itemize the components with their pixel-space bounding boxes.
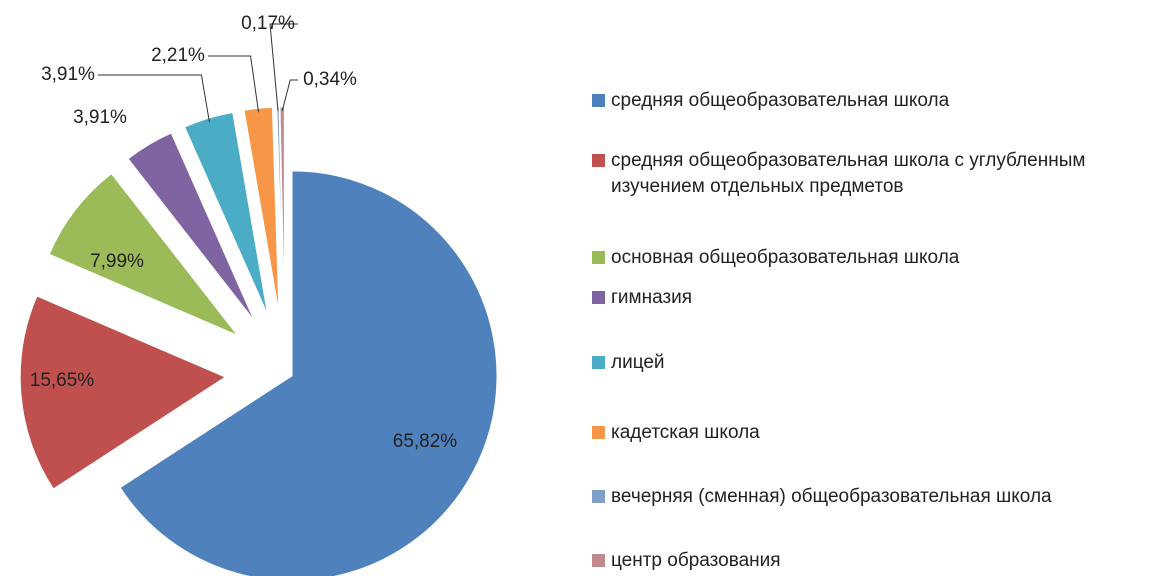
data-label: 3,91% [41,64,95,85]
legend-swatch [592,291,605,304]
legend-item: центр образования [592,548,1158,574]
legend-item: лицей [592,350,1158,376]
leader-line [281,79,298,112]
data-label: 3,91% [73,107,127,128]
legend-swatch [592,94,605,107]
legend-label: лицей [611,352,665,373]
pie-slice [119,170,498,576]
legend-item: вечерняя (сменная) общеобразовательная ш… [592,484,1158,510]
data-label: 2,21% [151,45,205,66]
legend-item: средняя общеобразовательная школа с углу… [592,148,1158,200]
legend-label: вечерняя (сменная) общеобразовательная ш… [611,486,1052,507]
legend-label: центр образования [611,550,781,571]
pie-slice [48,172,238,336]
pie-slice [19,295,227,490]
data-label: 7,99% [90,251,144,272]
legend-label: средняя общеобразовательная школа с углу… [611,150,1086,197]
legend-label: основная общеобразовательная школа [611,247,960,268]
legend-label: средняя общеобразовательная школа [611,90,950,111]
data-label: 15,65% [30,370,95,391]
legend-swatch [592,356,605,369]
legend-swatch [592,426,605,439]
legend-label: кадетская школа [611,422,760,443]
legend-swatch [592,490,605,503]
legend-item: средняя общеобразовательная школа [592,88,1158,114]
leader-line [269,23,298,112]
leader-line [98,74,210,123]
legend-swatch [592,251,605,264]
pie-slice [127,132,255,321]
legend-swatch [592,154,605,167]
legend-swatch [592,554,605,567]
data-label: 0,17% [241,13,295,34]
legend-item: кадетская школа [592,420,1158,446]
leader-line [208,55,260,113]
legend-label: гимназия [611,287,693,308]
legend-item: гимназия [592,285,1158,311]
data-label: 65,82% [393,431,458,452]
legend-item: основная общеобразовательная школа [592,245,1158,271]
data-label: 0,34% [303,69,357,90]
pie-slice [279,106,285,313]
